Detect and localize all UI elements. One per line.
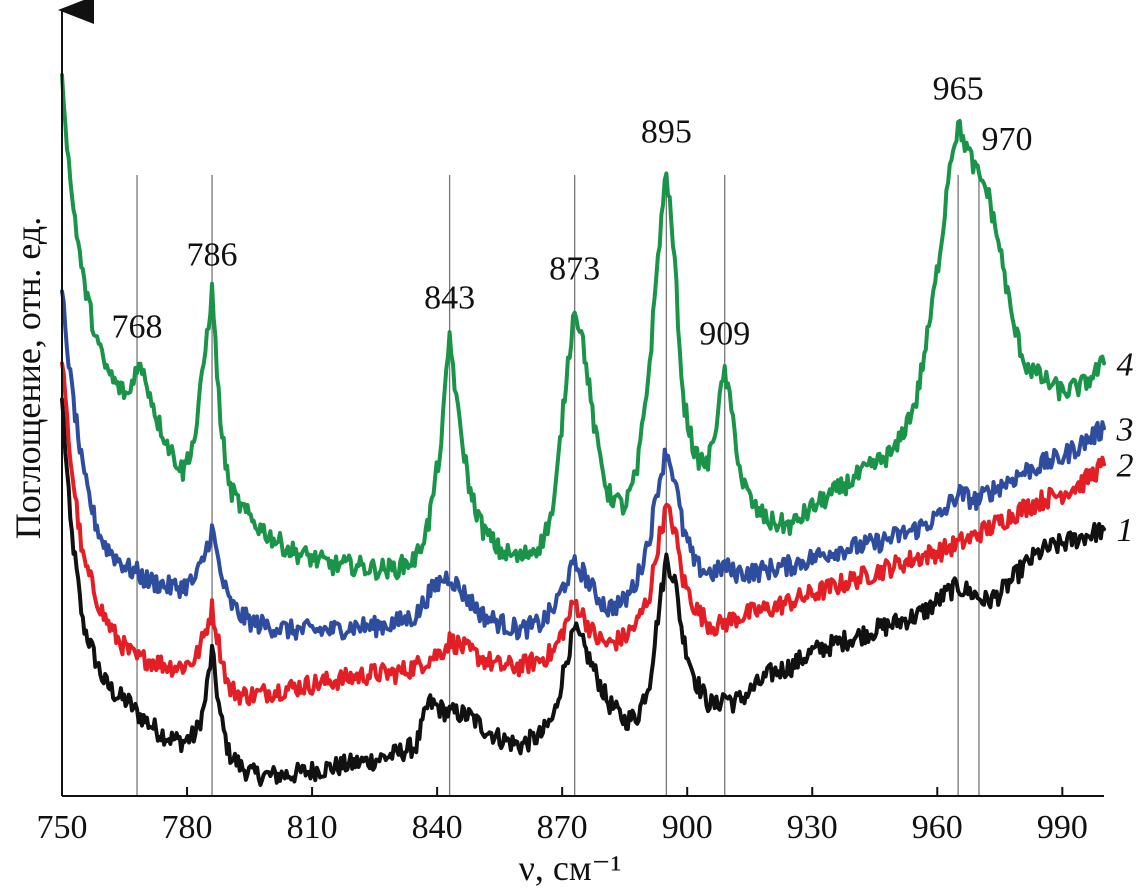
series-labels: 1 23 4 (1116, 346, 1134, 549)
x-tick-label: 990 (1037, 809, 1088, 846)
x-axis-label: ν, см⁻¹ (519, 848, 622, 888)
peak-label: 873 (549, 251, 600, 288)
x-ticks: 750 780 810 840 870 900 930 960 990 (37, 787, 1088, 846)
peak-label: 786 (187, 236, 238, 273)
series-label-1: 1 (1117, 512, 1134, 549)
peak-label: 970 (981, 121, 1032, 158)
x-tick-label: 840 (412, 809, 463, 846)
peak-label: 909 (699, 316, 750, 353)
peak-label: 768 (112, 308, 163, 345)
x-tick-label: 750 (37, 809, 88, 846)
x-tick-label: 810 (287, 809, 338, 846)
x-tick-label: 900 (662, 809, 713, 846)
x-tick-label: 870 (537, 809, 588, 846)
x-tick-label: 780 (162, 809, 213, 846)
series-line-3 (60, 289, 1106, 641)
series-label-2: 2 (1117, 447, 1134, 484)
series-label-4: 4 (1117, 346, 1134, 383)
peak-marker-lines (136, 175, 980, 796)
series-line-1 (60, 397, 1106, 787)
peak-labels: 768 786 843 873 895 909 965 970 (112, 70, 1033, 352)
peak-label: 895 (641, 114, 692, 151)
series-line-4 (60, 73, 1106, 581)
series-line-2 (60, 361, 1106, 707)
series-label-3: 3 (1116, 411, 1134, 448)
peak-label: 965 (933, 70, 984, 107)
series-lines (60, 73, 1106, 787)
x-tick-label: 960 (912, 809, 963, 846)
y-axis-label: Поглощение, отн. ед. (8, 217, 48, 539)
x-tick-label: 930 (787, 809, 838, 846)
peak-label: 843 (424, 280, 475, 317)
